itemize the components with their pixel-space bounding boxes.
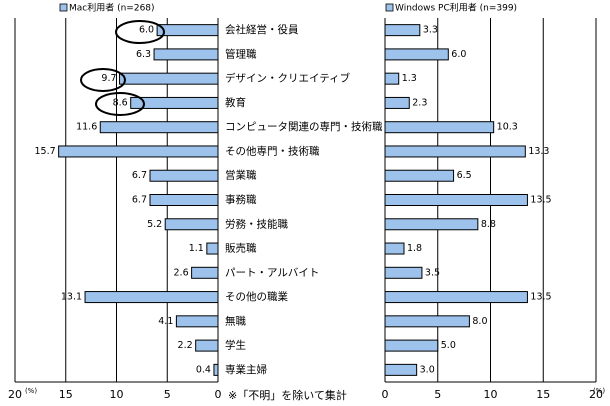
category-label: 学生 bbox=[225, 339, 246, 352]
bar bbox=[384, 24, 421, 37]
value-label: 6.7 bbox=[132, 170, 147, 181]
x-tick-label: 0 bbox=[215, 388, 222, 401]
legend-label: Windows PC利用者 (n=399) bbox=[395, 2, 517, 14]
bar bbox=[384, 315, 470, 328]
category-label: パート・アルバイト bbox=[225, 267, 319, 279]
highlight-ellipse bbox=[115, 20, 165, 44]
bar bbox=[384, 266, 423, 279]
bar bbox=[130, 96, 219, 109]
bar bbox=[384, 242, 405, 255]
x-tick-label: 15 bbox=[536, 388, 550, 401]
category-label: 営業職 bbox=[225, 169, 257, 182]
x-tick-label: 20 bbox=[589, 388, 603, 401]
x-tick-label: 10 bbox=[484, 388, 498, 401]
value-label: 3.3 bbox=[423, 25, 438, 36]
category-label: 事務職 bbox=[225, 193, 257, 206]
value-label: 0.4 bbox=[196, 364, 211, 375]
value-label: 13.1 bbox=[61, 292, 82, 303]
value-label: 5.0 bbox=[441, 340, 456, 351]
legend-swatch bbox=[59, 3, 68, 12]
category-label: 教育 bbox=[225, 96, 246, 109]
bar bbox=[384, 96, 410, 109]
category-label: その他専門・技術職 bbox=[225, 144, 320, 157]
value-label: 1.3 bbox=[402, 73, 417, 84]
value-label: 4.1 bbox=[158, 316, 173, 327]
bar bbox=[191, 266, 219, 279]
value-label: 6.0 bbox=[139, 25, 154, 36]
value-label: 11.6 bbox=[76, 122, 97, 133]
x-tick-label: 20 bbox=[8, 388, 22, 401]
bar bbox=[384, 72, 400, 85]
value-label: 2.2 bbox=[178, 340, 193, 351]
value-label: 10.3 bbox=[497, 122, 518, 133]
x-unit: (%) bbox=[25, 387, 37, 395]
x-tick-label: 5 bbox=[434, 388, 441, 401]
value-label: 6.0 bbox=[451, 49, 466, 60]
bar bbox=[153, 48, 219, 61]
value-label: 15.7 bbox=[34, 146, 55, 157]
category-label: 労務・技能職 bbox=[225, 217, 288, 230]
value-label: 3.5 bbox=[425, 267, 440, 278]
bar bbox=[384, 218, 479, 231]
bar bbox=[384, 48, 449, 61]
category-label: その他の職業 bbox=[225, 290, 288, 303]
value-label: 6.5 bbox=[457, 170, 472, 181]
bar bbox=[384, 169, 455, 182]
value-label: 2.6 bbox=[174, 267, 189, 278]
x-tick-label: 0 bbox=[382, 388, 389, 401]
x-tick-label: 15 bbox=[59, 388, 73, 401]
category-label: 販売職 bbox=[225, 242, 257, 255]
value-label: 9.7 bbox=[101, 73, 116, 84]
category-label: 専業主婦 bbox=[225, 363, 267, 376]
bar bbox=[195, 339, 219, 352]
value-label: 8.0 bbox=[472, 316, 487, 327]
x-tick-label: 5 bbox=[164, 388, 171, 401]
bar bbox=[156, 24, 219, 37]
value-label: 13.5 bbox=[530, 195, 551, 206]
value-label: 13.5 bbox=[530, 292, 551, 303]
legend-label: Mac利用者 (n=268) bbox=[69, 2, 155, 14]
value-label: 6.3 bbox=[136, 49, 151, 60]
x-tick-label: 10 bbox=[110, 388, 124, 401]
category-label: 管理職 bbox=[225, 47, 257, 60]
bar bbox=[164, 218, 219, 231]
value-label: 2.3 bbox=[412, 97, 427, 108]
value-label: 13.3 bbox=[528, 146, 549, 157]
legend-swatch bbox=[385, 3, 394, 12]
note: ※「不明」を除いて集計 bbox=[228, 388, 347, 402]
bar bbox=[206, 242, 219, 255]
category-label: コンピュータ関連の専門・技術職 bbox=[225, 120, 383, 133]
bar bbox=[384, 121, 495, 134]
value-label: 6.7 bbox=[132, 195, 147, 206]
bar bbox=[384, 194, 528, 206]
bar bbox=[58, 145, 219, 158]
value-label: 8.8 bbox=[481, 219, 496, 230]
value-label: 1.1 bbox=[189, 243, 204, 254]
value-label: 1.8 bbox=[407, 243, 422, 254]
bar bbox=[384, 363, 418, 376]
bar bbox=[384, 145, 526, 158]
bar bbox=[84, 291, 219, 304]
bar bbox=[175, 315, 219, 328]
bar bbox=[119, 72, 219, 85]
bar bbox=[384, 291, 528, 304]
value-label: 3.0 bbox=[420, 364, 435, 375]
bar bbox=[384, 339, 439, 352]
highlight-ellipse bbox=[95, 92, 145, 116]
x-unit: (%) bbox=[593, 387, 605, 395]
category-label: 会社経営・役員 bbox=[225, 23, 299, 36]
bar bbox=[213, 363, 219, 376]
value-label: 8.6 bbox=[113, 97, 128, 108]
bar bbox=[149, 194, 219, 206]
value-label: 5.2 bbox=[147, 219, 162, 230]
category-label: 無職 bbox=[225, 314, 246, 327]
category-label: デザイン・クリエイティブ bbox=[225, 72, 351, 85]
highlight-ellipse bbox=[80, 68, 126, 92]
bar bbox=[149, 169, 219, 182]
bar bbox=[99, 121, 219, 134]
